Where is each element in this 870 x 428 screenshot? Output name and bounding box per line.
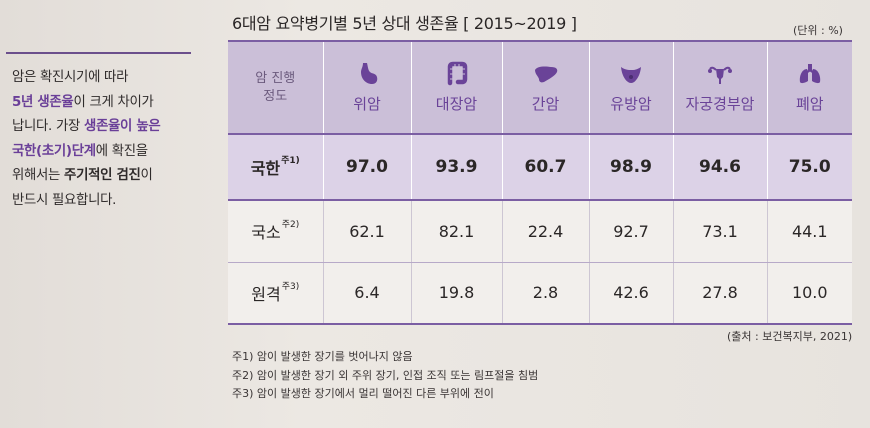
side-note-emphasis: 생존율이 높은 — [83, 119, 161, 134]
source-citation: (출처 : 보건복지부, 2021) — [727, 330, 853, 343]
stage-header-line: 암 진행 — [255, 70, 296, 86]
footnote-marker: 주3) — [281, 281, 300, 292]
side-note-rule — [6, 52, 191, 54]
liver-icon — [534, 66, 557, 83]
unit-label: (단위 : %) — [793, 24, 843, 37]
stage-label: 국소 — [251, 223, 281, 243]
side-note-emphasis: 5년 생존율 — [12, 94, 74, 110]
table-cell: 22.4 — [501, 200, 589, 263]
table-header-row: 암 진행 정도 위암 대장암 — [228, 42, 852, 135]
table-cell: 93.9 — [410, 134, 502, 201]
column-header-breast: 유방암 — [588, 42, 673, 135]
footnote-marker: 주2) — [281, 220, 300, 231]
footnote: 주1) 암이 발생한 장기를 벗어나지 않음 — [232, 350, 413, 363]
table-row-localized: 국한주1) 97.0 93.9 60.7 98.9 94.6 75.0 — [228, 134, 852, 201]
table-cell: 97.0 — [322, 134, 411, 201]
table-cell: 73.1 — [672, 200, 767, 263]
column-label: 간암 — [531, 95, 560, 113]
side-note-line: 납니다. 가장 생존율이 높은 — [12, 115, 194, 140]
colon-icon — [447, 61, 467, 86]
table-cell: 27.8 — [672, 262, 767, 325]
column-header-stomach: 위암 — [322, 42, 411, 135]
side-note-line: 반드시 필요합니다. — [12, 189, 194, 214]
column-label: 폐암 — [795, 95, 824, 113]
side-note-line: 5년 생존율이 크게 차이가 — [12, 91, 194, 116]
side-note-text: 반드시 필요합니다. — [12, 192, 117, 208]
table-top-rule — [228, 40, 852, 42]
table-cell: 98.9 — [588, 134, 673, 201]
side-note-text: 이 크게 차이가 — [73, 94, 154, 110]
table-cell: 44.1 — [766, 200, 852, 263]
table-cell: 10.0 — [766, 262, 852, 325]
stomach-icon — [361, 63, 378, 84]
stage-header-line: 정도 — [263, 88, 288, 104]
lung-icon — [799, 64, 820, 84]
table-row-distant: 원격주3) 6.4 19.8 2.8 42.6 27.8 10.0 — [228, 262, 852, 325]
footnote-marker: 주1) — [281, 156, 300, 166]
column-label: 위암 — [353, 95, 381, 113]
breast-icon — [621, 67, 641, 83]
side-note-line: 국한(초기)단계에 확진을 — [12, 140, 194, 165]
side-note-text: 납니다. 가장 — [12, 119, 84, 134]
column-header-cervix: 자궁경부암 — [672, 42, 767, 135]
footnote: 주3) 암이 발생한 장기에서 멀리 떨어진 다른 부위에 전이 — [232, 387, 494, 400]
side-note: 암은 확진시기에 따라 5년 생존율이 크게 차이가 납니다. 가장 생존율이 … — [12, 66, 194, 213]
row-header: 국한주1) — [228, 134, 323, 201]
stage-header: 암 진행 정도 — [228, 42, 323, 135]
table-cell: 75.0 — [766, 134, 852, 201]
footnote: 주2) 암이 발생한 장기 외 주위 장기, 인접 조직 또는 림프절을 침범 — [232, 368, 539, 382]
side-note-line: 위해서는 주기적인 검진이 — [12, 164, 194, 189]
table-title: 6대암 요약병기별 5년 상대 생존율 [ 2015~2019 ] — [232, 14, 577, 33]
uterus-icon — [708, 66, 732, 84]
table-cell: 19.8 — [410, 262, 502, 325]
column-label: 자궁경부암 — [685, 95, 755, 113]
table-cell: 2.8 — [501, 262, 589, 325]
stage-label: 국한 — [250, 159, 281, 178]
side-note-emphasis: 국한(초기)단계 — [12, 143, 96, 159]
column-header-liver: 간암 — [501, 42, 589, 135]
side-note-line: 암은 확진시기에 따라 — [12, 66, 194, 91]
table-cell: 82.1 — [410, 200, 502, 263]
table-cell: 94.6 — [672, 134, 767, 201]
table-cell: 6.4 — [322, 262, 411, 325]
side-note-text: 암은 확진시기에 따라 — [12, 70, 129, 85]
table-row-regional: 국소주2) 62.1 82.1 22.4 92.7 73.1 44.1 — [228, 200, 852, 263]
stage-label: 원격 — [251, 284, 281, 304]
column-header-colon: 대장암 — [410, 42, 502, 135]
table-cell: 92.7 — [588, 200, 673, 263]
side-note-text: 이 — [140, 168, 153, 183]
survival-rate-table: 암 진행 정도 위암 대장암 — [228, 42, 852, 325]
footnotes: 주1) 암이 발생한 장기를 벗어나지 않음 주2) 암이 발생한 장기 외 주… — [232, 348, 538, 404]
row-header: 원격주3) — [228, 262, 323, 325]
table-cell: 42.6 — [588, 262, 673, 325]
column-header-lung: 폐암 — [766, 42, 852, 135]
table-cell: 60.7 — [501, 134, 589, 201]
column-label: 유방암 — [610, 95, 652, 113]
side-note-bold: 주기적인 검진 — [64, 168, 141, 183]
table-cell: 62.1 — [322, 200, 411, 263]
column-label: 대장암 — [435, 95, 478, 113]
side-note-text: 위해서는 — [12, 168, 65, 183]
row-header: 국소주2) — [228, 200, 323, 263]
side-note-text: 에 확진을 — [95, 143, 148, 159]
